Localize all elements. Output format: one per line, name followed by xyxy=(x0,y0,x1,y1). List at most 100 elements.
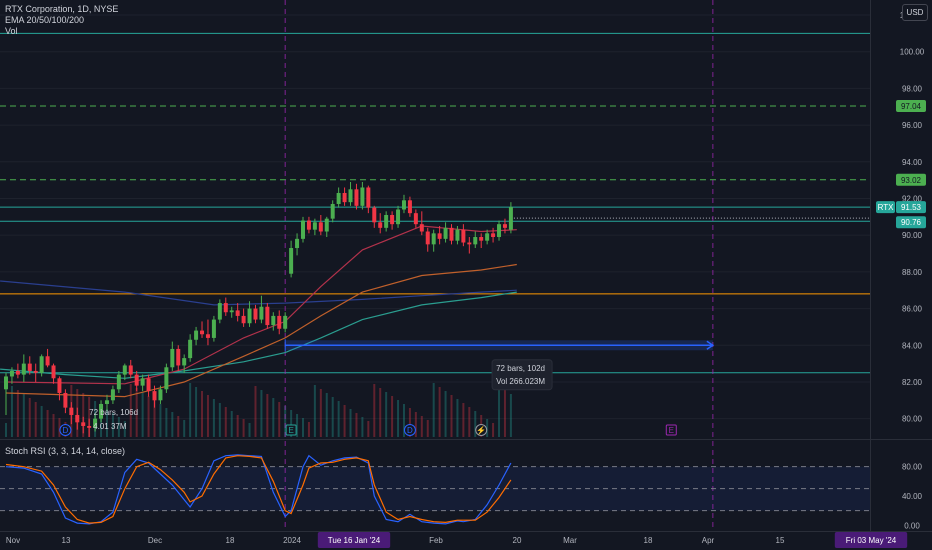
stoch-legend[interactable]: Stoch RSI (3, 3, 14, 14, close) xyxy=(5,446,126,456)
price-tick-label[interactable]: 92.00 xyxy=(902,194,923,203)
time-tick-label[interactable]: Apr xyxy=(702,536,715,545)
candle[interactable] xyxy=(33,363,38,382)
time-tick-label[interactable]: Dec xyxy=(148,536,162,545)
candle[interactable] xyxy=(301,216,305,243)
candle[interactable] xyxy=(253,304,258,324)
stoch-tick-label[interactable]: 80.00 xyxy=(902,463,923,472)
time-tick-label[interactable]: 13 xyxy=(62,536,71,545)
currency-button[interactable]: USD xyxy=(902,4,928,21)
candle[interactable] xyxy=(289,240,294,278)
ema-legend[interactable]: EMA 20/50/100/200 xyxy=(5,15,85,25)
ema100-line[interactable] xyxy=(0,291,517,379)
candle[interactable] xyxy=(164,363,169,393)
time-highlight-label[interactable]: Tue 16 Jan '24 xyxy=(328,536,381,545)
candle[interactable] xyxy=(152,385,157,408)
candle[interactable] xyxy=(467,237,472,254)
candle[interactable] xyxy=(170,341,175,371)
candle[interactable] xyxy=(259,295,264,324)
candle[interactable] xyxy=(324,216,329,238)
candle[interactable] xyxy=(306,216,311,234)
candle[interactable] xyxy=(384,211,389,232)
candle[interactable] xyxy=(312,218,317,236)
candle[interactable] xyxy=(485,229,490,245)
candle[interactable] xyxy=(437,226,442,245)
candle[interactable] xyxy=(473,231,478,249)
candle[interactable] xyxy=(277,310,282,335)
candle[interactable] xyxy=(57,376,62,401)
price-tick-label[interactable]: 90.00 xyxy=(902,231,923,240)
price-tag[interactable]: 90.76 xyxy=(896,216,926,229)
stoch-tick-label[interactable]: 0.00 xyxy=(904,521,920,530)
time-tick-label[interactable]: 18 xyxy=(226,536,235,545)
candle[interactable] xyxy=(449,224,454,245)
candle[interactable] xyxy=(372,205,377,228)
candle[interactable] xyxy=(87,418,92,437)
candle[interactable] xyxy=(200,321,205,338)
candle[interactable] xyxy=(51,363,56,384)
candle[interactable] xyxy=(110,385,115,404)
candle[interactable] xyxy=(390,211,395,230)
candle[interactable] xyxy=(271,312,276,331)
candle[interactable] xyxy=(15,363,20,379)
candle[interactable] xyxy=(348,181,353,206)
candle[interactable] xyxy=(443,222,448,243)
event-marker[interactable]: D xyxy=(403,424,416,436)
candle[interactable] xyxy=(104,394,109,412)
candle[interactable] xyxy=(63,389,68,414)
candle[interactable] xyxy=(128,359,133,379)
symbol-title[interactable]: RTX Corporation, 1D, NYSE xyxy=(5,4,119,14)
candle[interactable] xyxy=(241,308,246,327)
candle[interactable] xyxy=(491,227,496,243)
candle[interactable] xyxy=(158,385,163,404)
candle[interactable] xyxy=(223,297,228,316)
time-tick-label[interactable]: 18 xyxy=(644,536,653,545)
candle[interactable] xyxy=(497,220,502,241)
candle[interactable] xyxy=(425,227,430,252)
candle[interactable] xyxy=(27,356,32,375)
candle[interactable] xyxy=(235,303,240,322)
candle[interactable] xyxy=(134,370,139,392)
price-tick-label[interactable]: 82.00 xyxy=(902,378,923,387)
candle[interactable] xyxy=(146,374,151,397)
stoch-tick-label[interactable]: 40.00 xyxy=(902,492,923,501)
candle[interactable] xyxy=(419,211,424,236)
candle[interactable] xyxy=(140,374,145,392)
candle[interactable] xyxy=(75,407,80,430)
price-tick-label[interactable]: 94.00 xyxy=(902,158,923,167)
candle[interactable] xyxy=(39,354,44,377)
candle[interactable] xyxy=(4,372,8,415)
candle[interactable] xyxy=(9,367,14,384)
candle[interactable] xyxy=(401,194,406,214)
event-marker[interactable]: D xyxy=(59,424,72,436)
candle[interactable] xyxy=(122,363,127,381)
time-tick-label[interactable]: Feb xyxy=(429,536,443,545)
candle[interactable] xyxy=(188,334,193,362)
time-tick-label[interactable]: Nov xyxy=(6,536,20,545)
stoch-d-line[interactable] xyxy=(5,455,512,524)
candle[interactable] xyxy=(21,354,26,382)
candle[interactable] xyxy=(318,214,323,236)
price-tick-label[interactable]: 84.00 xyxy=(902,341,923,350)
candle[interactable] xyxy=(342,187,347,206)
candle[interactable] xyxy=(508,202,513,234)
price-tag[interactable]: 97.04 xyxy=(896,100,926,113)
price-tick-label[interactable]: 98.00 xyxy=(902,84,923,93)
candle[interactable] xyxy=(81,416,86,434)
candle[interactable] xyxy=(354,183,359,210)
price-tick-label[interactable]: 88.00 xyxy=(902,268,923,277)
event-marker[interactable]: E xyxy=(285,424,297,436)
candle[interactable] xyxy=(211,315,216,342)
candle[interactable] xyxy=(176,345,181,371)
candle[interactable] xyxy=(502,218,507,234)
candle[interactable] xyxy=(366,185,371,214)
candle[interactable] xyxy=(265,303,270,329)
volume-legend[interactable]: Vol xyxy=(5,26,18,36)
time-tick-label[interactable]: Mar xyxy=(563,536,577,545)
candle[interactable] xyxy=(217,299,222,324)
candle[interactable] xyxy=(99,400,104,423)
candle[interactable] xyxy=(229,306,234,318)
price-tick-label[interactable]: 100.00 xyxy=(900,48,925,57)
candle[interactable] xyxy=(360,181,365,210)
candle[interactable] xyxy=(407,196,412,217)
